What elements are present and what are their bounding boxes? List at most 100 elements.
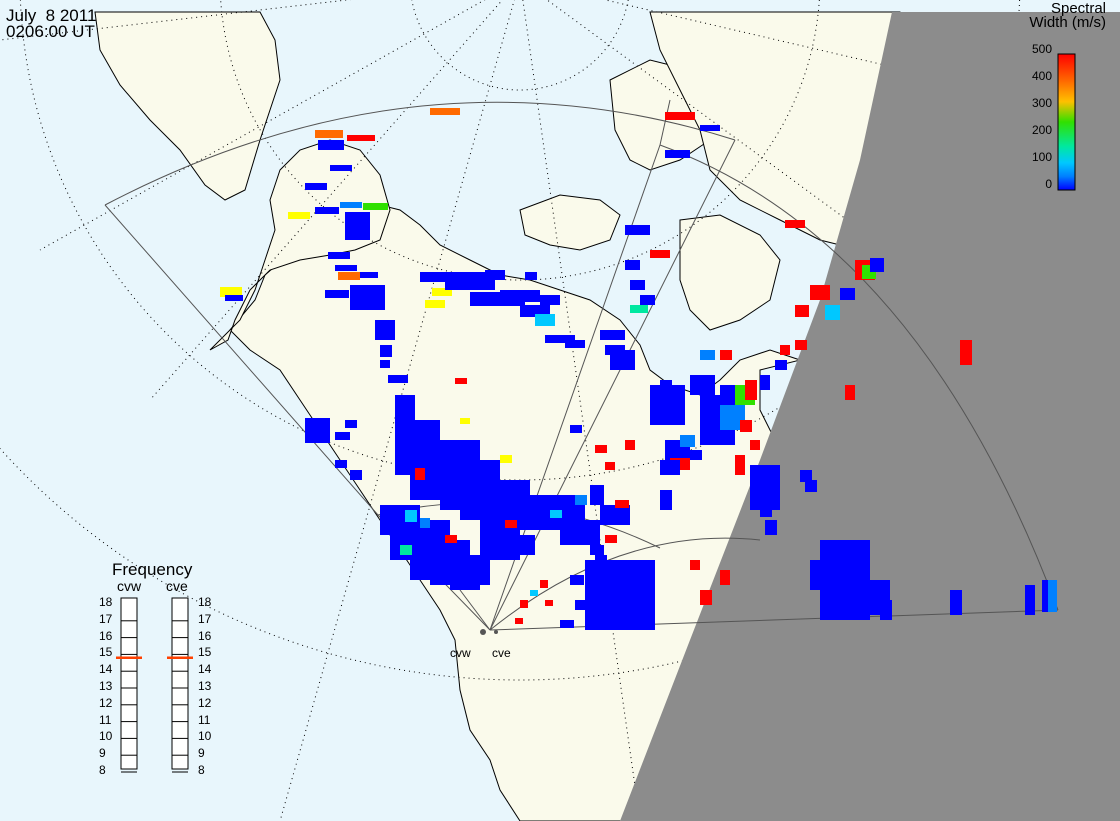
echo-cell	[795, 340, 807, 350]
echo-cell	[810, 285, 830, 300]
echo-cell	[720, 350, 732, 360]
echo-cell	[220, 287, 242, 297]
echo-cell	[760, 375, 770, 390]
echo-cell	[330, 165, 352, 171]
echo-cell	[520, 600, 528, 608]
echo-cell	[950, 590, 962, 615]
echo-cell	[615, 500, 629, 508]
echo-cell	[600, 330, 625, 340]
frequency-title: Frequency	[112, 560, 193, 579]
freq-tick-right: 11	[198, 712, 211, 727]
echo-cell	[325, 290, 349, 298]
echo-cell	[795, 305, 809, 317]
echo-cell	[880, 600, 892, 620]
freq-tick-left: 13	[99, 679, 113, 693]
freq-tick-left: 12	[99, 695, 113, 710]
echo-cell	[680, 435, 695, 447]
echo-cell	[690, 450, 702, 460]
echo-cell	[750, 465, 780, 510]
freq-tick-left: 9	[99, 746, 106, 761]
echo-cell	[550, 510, 562, 518]
scale-tick: 100	[1031, 150, 1052, 164]
echo-cell	[420, 518, 430, 528]
echo-cell	[410, 420, 440, 500]
echo-cell	[318, 140, 344, 150]
echo-cell	[540, 295, 560, 305]
time-text: 0206:00 UT	[6, 22, 95, 41]
echo-cell	[750, 440, 760, 450]
echo-cell	[625, 260, 640, 270]
echo-cell	[380, 360, 390, 368]
site-cvw-marker	[480, 629, 486, 635]
echo-cell	[460, 460, 500, 520]
echo-cell	[600, 505, 630, 525]
echo-cell	[765, 520, 777, 535]
echo-cell	[840, 288, 855, 300]
echo-cell	[575, 495, 587, 505]
freq-tick-left: 17	[99, 611, 113, 626]
echo-cell	[432, 288, 452, 296]
echo-cell	[1042, 580, 1048, 612]
echo-cell	[700, 395, 725, 415]
scale-tick: 200	[1031, 123, 1052, 137]
echo-cell	[305, 183, 327, 190]
freq-label-cvw: cvw	[117, 578, 142, 594]
echo-cell	[805, 480, 817, 492]
datetime-header: July 8 2011 0206:00 UT	[6, 6, 97, 41]
echo-cell	[720, 570, 730, 585]
date-text: July 8 2011	[6, 6, 97, 25]
scale-title-line1: Spectral	[1050, 0, 1106, 17]
echo-cell	[445, 535, 457, 543]
freq-tick-left: 8	[99, 763, 106, 777]
echo-cell	[380, 345, 392, 357]
echo-cell	[505, 520, 517, 528]
echo-cell	[485, 270, 505, 280]
site-label-cvw: cvw	[450, 646, 471, 660]
echo-cell	[288, 212, 310, 219]
backscatter-echoes	[220, 108, 1057, 630]
echo-cell	[345, 212, 370, 240]
echo-cell	[328, 252, 350, 259]
echo-cell	[590, 485, 604, 505]
echo-cell	[455, 378, 467, 384]
frequency-gauges	[120, 597, 189, 770]
echo-cell	[700, 590, 712, 605]
echo-cell	[785, 220, 805, 228]
echo-cell	[345, 420, 357, 428]
echo-cell	[505, 535, 535, 555]
echo-cell	[810, 560, 830, 590]
freq-tick-left: 15	[99, 645, 113, 660]
echo-cell	[500, 455, 512, 463]
echo-cell	[650, 250, 670, 258]
echo-cell	[630, 305, 648, 313]
scale-tick: 0	[1045, 177, 1052, 191]
freq-tick-left: 10	[99, 729, 113, 744]
echo-cell	[545, 600, 553, 606]
freq-tick-right: 18	[198, 595, 212, 609]
echo-cell	[735, 455, 745, 475]
freq-tick-right: 17	[198, 611, 212, 626]
echo-cell	[350, 470, 362, 480]
freq-tick-right: 14	[198, 662, 212, 677]
freq-tick-left: 18	[99, 595, 113, 609]
echo-cell	[375, 320, 395, 340]
echo-cell	[775, 360, 787, 370]
freq-tick-right: 10	[198, 729, 212, 744]
echo-cell	[660, 490, 672, 510]
echo-cell	[450, 570, 480, 590]
echo-cell	[845, 385, 855, 400]
scale-title: Spectral Width (m/s)	[1029, 0, 1106, 30]
echo-cell	[525, 272, 537, 280]
echo-cell	[415, 468, 425, 480]
echo-cell	[335, 432, 350, 440]
echo-cell	[400, 545, 412, 555]
freq-tick-right: 16	[198, 628, 212, 643]
site-cve-marker	[494, 630, 498, 634]
baffin-island	[679, 214, 781, 331]
echo-cell	[420, 272, 490, 282]
echo-cell	[625, 440, 635, 450]
echo-cell	[745, 380, 757, 400]
echo-cell	[315, 207, 339, 214]
echo-cell	[347, 135, 375, 141]
